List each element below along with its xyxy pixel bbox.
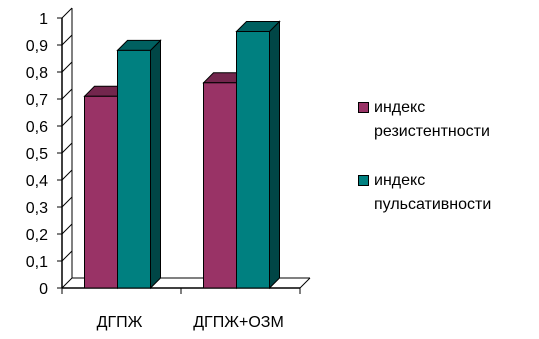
- bar-side: [269, 20, 280, 290]
- bars: [83, 20, 281, 290]
- y-tick-label: 0,2: [26, 227, 48, 244]
- legend: индекс резистентности индекс пульсативно…: [358, 96, 539, 242]
- y-axis-ticks: 0 0,1 0,2 0,3 0,4 0,5 0,6 0,7 0,8 0,9 1: [26, 11, 62, 298]
- bar-front: [236, 31, 270, 289]
- y-depth-line: [61, 142, 73, 154]
- y-depth-line: [61, 61, 73, 73]
- y-tick-label: 0,9: [26, 38, 48, 55]
- y-depth-line: [61, 250, 73, 262]
- bar-side: [150, 39, 161, 290]
- legend-swatch-pulsatility: [358, 175, 369, 186]
- y-tick-label: 0,5: [26, 146, 48, 163]
- bar: [235, 20, 281, 290]
- y-tick-label: 0,8: [26, 65, 48, 82]
- x-tick-label: ДГПЖ: [97, 314, 143, 331]
- y-tick-label: 0: [39, 281, 48, 298]
- y-depth-line: [61, 88, 73, 100]
- y-depth-line: [61, 223, 73, 235]
- y-tick-label: 1: [39, 11, 48, 28]
- y-depth-line: [61, 34, 73, 46]
- y-depth-line: [61, 169, 73, 181]
- legend-label-resistance: индекс резистентности: [374, 99, 490, 140]
- floor-right-edge: [299, 277, 311, 289]
- y-tick-label: 0,7: [26, 92, 48, 109]
- y-tick-label: 0,6: [26, 119, 48, 136]
- y-depth-line: [61, 115, 73, 127]
- legend-label-pulsatility: индекс пульсативности: [374, 172, 492, 213]
- y-depth-line: [61, 7, 73, 19]
- legend-item-resistance: индекс резистентности: [358, 96, 539, 144]
- bar: [116, 39, 162, 290]
- y-tick-label: 0,3: [26, 200, 48, 217]
- legend-swatch-resistance: [358, 102, 369, 113]
- y-tick-label: 0,1: [26, 254, 48, 271]
- x-axis-ticks: ДГПЖ ДГПЖ+ОЗМ: [61, 288, 301, 331]
- y-depth-line: [61, 277, 73, 289]
- bar-front: [203, 82, 237, 289]
- y-depth-line: [61, 196, 73, 208]
- bar-front: [84, 95, 118, 289]
- legend-item-pulsatility: индекс пульсативности: [358, 169, 539, 217]
- x-tick-label: ДГПЖ+ОЗМ: [193, 314, 284, 331]
- y-tick-label: 0,4: [26, 173, 48, 190]
- bar-front: [117, 49, 151, 289]
